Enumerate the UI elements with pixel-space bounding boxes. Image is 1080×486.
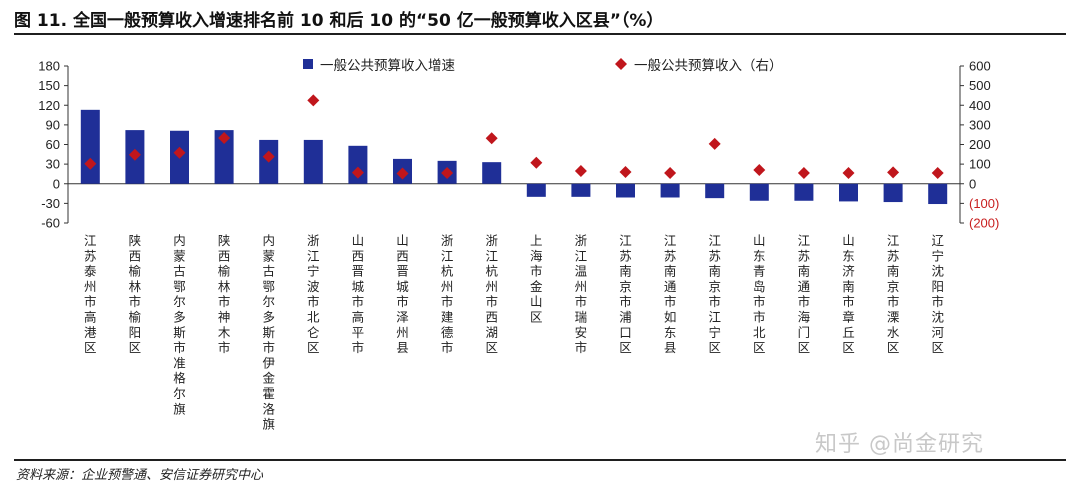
category-label: 浙江杭州市西湖区	[485, 233, 498, 355]
right-tick-label: (100)	[969, 196, 999, 211]
diamond-marker	[708, 137, 721, 150]
legend-label-bar: 一般公共预算收入增速	[320, 58, 455, 74]
diamond-marker	[262, 150, 275, 163]
category-label: 山西晋城市高平市	[352, 233, 365, 355]
bar	[348, 145, 368, 184]
category-label: 江苏泰州市高港区	[84, 233, 97, 355]
legend-swatch-bar	[303, 59, 313, 69]
diamond-marker	[530, 156, 543, 169]
diamond-marker	[931, 166, 944, 179]
diamond-marker	[218, 132, 231, 145]
category-label: 山西晋城市泽州县	[396, 233, 409, 355]
left-tick-label: 60	[46, 137, 60, 152]
right-tick-label: 500	[969, 78, 991, 93]
diamond-marker	[797, 166, 810, 179]
right-tick-label: (200)	[969, 216, 999, 231]
left-tick-label: 0	[53, 176, 60, 191]
category-label: 浙江温州市瑞安市	[575, 233, 588, 355]
left-tick-label: 120	[38, 98, 60, 113]
category-label: 江苏南京市江宁区	[708, 233, 721, 355]
category-label: 辽宁沈阳市沈河区	[931, 233, 944, 355]
category-label: 江苏南京市溧水区	[887, 233, 900, 355]
combo-chart: 1801501209060300-30-60600500400300200100…	[38, 58, 999, 432]
marker-series	[84, 94, 944, 180]
diamond-marker	[84, 157, 97, 170]
diamond-marker	[574, 164, 587, 177]
watermark: 知乎 @尚金研究	[815, 432, 984, 457]
category-label: 内蒙古鄂尔多斯市伊金霍洛旗	[262, 233, 275, 432]
source-note: 资料来源：企业预警通、安信证券研究中心	[16, 468, 264, 483]
bar	[80, 109, 100, 184]
left-tick-label: -30	[41, 196, 60, 211]
right-tick-label: 300	[969, 117, 991, 132]
bar	[839, 183, 858, 202]
category-label: 浙江杭州市建德市	[441, 233, 454, 355]
right-tick-label: 600	[969, 59, 991, 74]
left-tick-label: 150	[38, 78, 60, 93]
diamond-marker	[664, 166, 677, 179]
right-tick-label: 400	[969, 98, 991, 113]
diamond-marker	[173, 146, 186, 159]
diamond-marker	[619, 165, 632, 178]
bar	[482, 162, 502, 184]
left-tick-label: -60	[41, 216, 60, 231]
bar	[660, 183, 680, 198]
category-label: 陕西榆林市榆阳区	[129, 233, 142, 355]
category-label: 上海市金山区	[530, 233, 543, 325]
bar	[928, 183, 948, 205]
chart-title: 图 11. 全国一般预算收入增速排名前 10 和后 10 的“50 亿一般预算收…	[14, 11, 664, 31]
category-label: 陕西榆林市神木市	[218, 233, 231, 355]
bar	[526, 183, 546, 197]
left-tick-label: 90	[46, 117, 60, 132]
axes-layer: 1801501209060300-30-60600500400300200100…	[38, 59, 999, 231]
legend-label-diamond: 一般公共预算收入（右）	[634, 58, 783, 74]
category-label: 江苏南通市如东县	[664, 233, 677, 355]
right-tick-label: 200	[969, 137, 991, 152]
diamond-marker	[128, 148, 141, 161]
bar	[883, 183, 903, 203]
right-tick-label: 100	[969, 157, 991, 172]
left-tick-label: 30	[46, 157, 60, 172]
diamond-marker	[351, 166, 364, 179]
diamond-marker	[753, 164, 766, 177]
legend: 一般公共预算收入增速 一般公共预算收入（右）	[303, 58, 783, 74]
bar-series	[80, 109, 948, 205]
category-label: 山东青岛市市北区	[753, 233, 766, 355]
category-label: 山东济南市章丘区	[842, 233, 855, 355]
diamond-marker	[485, 132, 498, 145]
diamond-marker	[441, 166, 454, 179]
diamond-marker	[887, 166, 900, 179]
legend-swatch-diamond	[615, 58, 627, 70]
bar	[749, 183, 769, 201]
right-tick-label: 0	[969, 176, 976, 191]
title-rule	[14, 33, 1066, 35]
bar	[794, 183, 814, 201]
bar	[303, 139, 323, 184]
bar	[571, 183, 591, 197]
bar	[705, 183, 725, 199]
left-tick-label: 180	[38, 59, 60, 74]
category-label: 浙江宁波市北仑区	[307, 233, 320, 355]
diamond-marker	[396, 167, 409, 180]
diamond-marker	[307, 94, 320, 107]
bar	[616, 183, 635, 198]
category-labels: 江苏泰州市高港区 陕西榆林市榆阳区 内蒙古鄂尔多斯市准格尔旗 陕西榆林市神木市 内蒙古鄂…	[84, 233, 944, 432]
bar	[214, 130, 234, 184]
category-label: 内蒙古鄂尔多斯市准格尔旗	[173, 233, 186, 416]
footer-rule	[14, 459, 1066, 461]
category-label: 江苏南通市海门区	[798, 233, 811, 355]
diamond-marker	[842, 166, 855, 179]
category-label: 江苏南京市浦口区	[619, 233, 632, 355]
